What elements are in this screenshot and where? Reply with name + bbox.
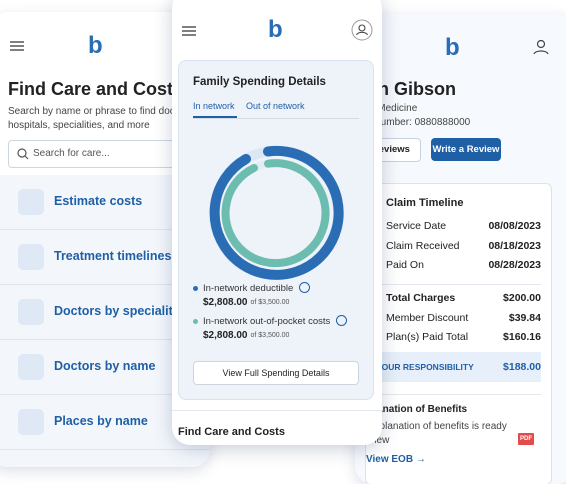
member-number: Member Number: 0880888000	[355, 117, 471, 128]
right-screen: b Jason Gibson Northwestern Medicine Mem…	[355, 14, 566, 484]
row-value: $200.00	[503, 292, 541, 304]
footer-title: Find Care and Costs	[178, 426, 285, 438]
legend-amount: $2,808.00	[203, 330, 248, 341]
search-placeholder: Search for care...	[33, 148, 110, 159]
logo: b	[88, 32, 103, 59]
menu-icon	[18, 189, 44, 215]
tab-divider	[193, 118, 359, 119]
claim-card: Claim Timeline YOUR RESPONSIBILITY $188.…	[355, 183, 552, 484]
profile-icon[interactable]	[531, 37, 551, 57]
menu-label: Places by name	[54, 414, 148, 428]
menu-icon	[18, 354, 44, 380]
organization: Northwestern Medicine	[355, 103, 418, 114]
view-details-button[interactable]: View Full Spending Details	[193, 361, 359, 385]
view-eob-link[interactable]: View EOB →	[366, 454, 426, 465]
row-label: Service Date	[386, 220, 447, 232]
legend-limit: of $3,500.00	[250, 332, 290, 339]
menu-item[interactable]: Treatment timelines	[0, 230, 210, 285]
menu-icon[interactable]	[182, 26, 196, 36]
legend-dot	[193, 319, 198, 324]
responsibility-row: YOUR RESPONSIBILITY $188.00	[366, 352, 541, 382]
menu-item[interactable]: Places by name	[0, 395, 210, 450]
legend-limit: of $3,500.00	[250, 299, 290, 306]
timeline-title: Claim Timeline	[386, 197, 464, 209]
donut-chart	[209, 145, 344, 280]
description: Search by name or phrase to find doctors…	[8, 106, 195, 131]
menu-label: Doctors by speciality	[54, 304, 180, 318]
row-value: 08/18/2023	[488, 239, 541, 252]
title: Find Care and Costs	[8, 79, 184, 99]
logo: b	[268, 16, 283, 43]
legend-label: In-network deductible	[203, 283, 294, 294]
row-label: Plan(s) Paid Total	[386, 331, 469, 343]
row-label: Claim Received	[386, 239, 460, 252]
search-icon	[17, 148, 29, 160]
card-title: Family Spending Details	[193, 76, 326, 88]
profile-icon[interactable]	[351, 19, 373, 41]
divider	[172, 410, 382, 411]
write-review-button[interactable]: Write a Review	[431, 138, 501, 161]
menu-label: Doctors by name	[54, 359, 156, 373]
menu-item[interactable]: Estimate costs	[0, 175, 210, 230]
row-value: $160.16	[503, 331, 541, 343]
tab[interactable]: Out of network	[246, 101, 305, 111]
menu-icon	[18, 244, 44, 270]
legend-label: In-network out-of-pocket costs	[203, 316, 331, 327]
menu-item[interactable]: Doctors by speciality	[0, 285, 210, 340]
logo: b	[445, 34, 460, 61]
row-value: 08/08/2023	[488, 220, 541, 232]
divider	[376, 394, 541, 395]
responsibility-label: YOUR RESPONSIBILITY	[376, 362, 474, 372]
menu-icon	[18, 299, 44, 325]
legend-dot	[193, 286, 198, 291]
row-value: 08/28/2023	[488, 259, 541, 271]
responsibility-value: $188.00	[503, 361, 541, 373]
row-label: Paid On	[386, 259, 424, 271]
search-box[interactable]: Search for care...	[8, 140, 210, 168]
tab-active[interactable]: In network	[193, 101, 235, 111]
info-icon[interactable]	[336, 315, 348, 326]
row-label: Total Charges	[386, 292, 456, 304]
eob-title: Explanation of Benefits	[356, 404, 468, 415]
legend-amount: $2,808.00	[203, 297, 248, 308]
row-value: $39.84	[508, 311, 541, 324]
menu-icon	[18, 409, 44, 435]
spending-card: Family Spending Details In network Out o…	[178, 60, 374, 400]
divider	[376, 284, 541, 285]
pdf-icon: PDF	[518, 433, 534, 445]
middle-screen: b Family Spending Details In network Out…	[172, 0, 382, 445]
menu-icon[interactable]	[10, 41, 24, 51]
tab-underline	[193, 116, 237, 118]
menu-label: Treatment timelines	[54, 249, 172, 263]
menu-item[interactable]: Doctors by name	[0, 340, 210, 395]
row-label: Member Discount	[386, 311, 469, 324]
menu-label: Estimate costs	[54, 194, 143, 208]
info-icon[interactable]	[299, 282, 311, 293]
